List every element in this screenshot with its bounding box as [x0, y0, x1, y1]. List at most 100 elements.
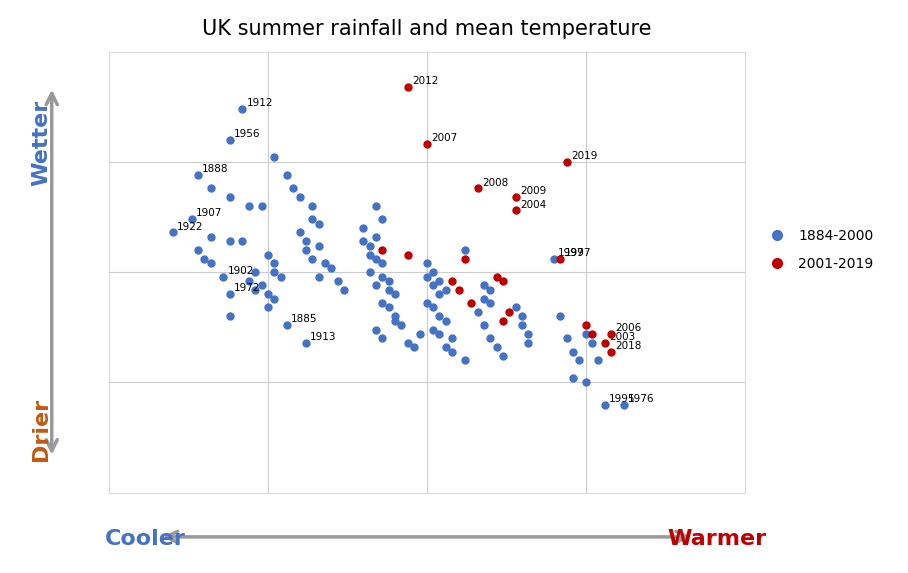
Text: 2009: 2009 — [520, 186, 546, 197]
Text: 1912: 1912 — [247, 98, 273, 108]
1884-2000 — [597, 400, 612, 409]
1884-2000 — [299, 245, 313, 254]
1884-2000 — [521, 338, 536, 347]
1884-2000 — [203, 184, 218, 193]
1884-2000 — [381, 303, 396, 312]
1884-2000 — [483, 333, 498, 343]
1884-2000 — [578, 329, 593, 339]
Text: 2003: 2003 — [609, 332, 635, 342]
Text: 1907: 1907 — [196, 209, 222, 218]
2001-2019 — [508, 206, 523, 215]
1884-2000 — [242, 276, 256, 285]
2001-2019 — [496, 276, 510, 285]
2001-2019 — [470, 184, 485, 193]
2001-2019 — [496, 316, 510, 325]
1884-2000 — [254, 281, 269, 290]
Text: 1995: 1995 — [609, 394, 636, 404]
2001-2019 — [597, 338, 612, 347]
1884-2000 — [426, 281, 440, 290]
1884-2000 — [280, 320, 294, 329]
1884-2000 — [578, 378, 593, 387]
1884-2000 — [292, 193, 307, 202]
1884-2000 — [400, 338, 415, 347]
1884-2000 — [235, 237, 250, 246]
1884-2000 — [375, 272, 390, 281]
Text: 2019: 2019 — [571, 151, 597, 161]
1884-2000 — [267, 259, 281, 268]
Text: 1972: 1972 — [234, 284, 261, 293]
1884-2000 — [311, 241, 326, 250]
1884-2000 — [477, 294, 491, 303]
1884-2000 — [248, 285, 262, 295]
1884-2000 — [559, 333, 574, 343]
1884-2000 — [203, 259, 218, 268]
1884-2000 — [394, 320, 409, 329]
1884-2000 — [311, 219, 326, 228]
1884-2000 — [222, 237, 237, 246]
2001-2019 — [604, 347, 618, 356]
2001-2019 — [502, 307, 517, 316]
1884-2000 — [197, 254, 212, 264]
1884-2000 — [235, 104, 250, 113]
1884-2000 — [203, 232, 218, 241]
Text: 1913: 1913 — [311, 332, 337, 342]
Text: 1997: 1997 — [565, 248, 591, 258]
1884-2000 — [254, 201, 269, 210]
Text: 1956: 1956 — [234, 129, 261, 139]
2001-2019 — [445, 276, 459, 285]
1884-2000 — [432, 329, 447, 339]
1884-2000 — [426, 268, 440, 277]
1884-2000 — [280, 171, 294, 180]
1884-2000 — [311, 272, 326, 281]
1884-2000 — [388, 289, 402, 299]
1884-2000 — [477, 320, 491, 329]
2001-2019 — [375, 245, 390, 254]
2001-2019 — [489, 272, 504, 281]
1884-2000 — [375, 333, 390, 343]
1884-2000 — [388, 316, 402, 325]
Text: 2006: 2006 — [616, 323, 641, 333]
1884-2000 — [267, 294, 281, 303]
1884-2000 — [407, 343, 421, 352]
1884-2000 — [356, 237, 370, 246]
2001-2019 — [400, 83, 415, 92]
1884-2000 — [337, 285, 351, 295]
1884-2000 — [369, 254, 383, 264]
1884-2000 — [432, 312, 447, 321]
Text: Wetter: Wetter — [31, 100, 51, 186]
1884-2000 — [369, 201, 383, 210]
1884-2000 — [362, 268, 377, 277]
Text: 1997: 1997 — [558, 248, 585, 258]
1884-2000 — [585, 338, 599, 347]
1884-2000 — [375, 215, 390, 224]
2001-2019 — [585, 329, 599, 339]
Text: Cooler: Cooler — [104, 529, 186, 548]
1884-2000 — [331, 276, 345, 285]
1884-2000 — [553, 312, 568, 321]
1884-2000 — [521, 329, 536, 339]
1884-2000 — [381, 276, 396, 285]
1884-2000 — [432, 276, 447, 285]
1884-2000 — [496, 351, 510, 360]
1884-2000 — [419, 299, 434, 308]
1884-2000 — [222, 312, 237, 321]
1884-2000 — [388, 312, 402, 321]
2001-2019 — [604, 329, 618, 339]
1884-2000 — [362, 250, 377, 259]
1884-2000 — [305, 254, 320, 264]
1884-2000 — [222, 193, 237, 202]
1884-2000 — [439, 316, 453, 325]
1884-2000 — [483, 285, 498, 295]
1884-2000 — [292, 228, 307, 237]
1884-2000 — [165, 228, 180, 237]
1884-2000 — [362, 241, 377, 250]
Text: 2004: 2004 — [520, 199, 546, 210]
1884-2000 — [242, 201, 256, 210]
2001-2019 — [559, 157, 574, 166]
Text: 1902: 1902 — [228, 266, 254, 276]
1884-2000 — [445, 333, 459, 343]
Text: 2018: 2018 — [616, 341, 642, 351]
1884-2000 — [216, 272, 231, 281]
1884-2000 — [191, 245, 205, 254]
1884-2000 — [547, 254, 561, 264]
